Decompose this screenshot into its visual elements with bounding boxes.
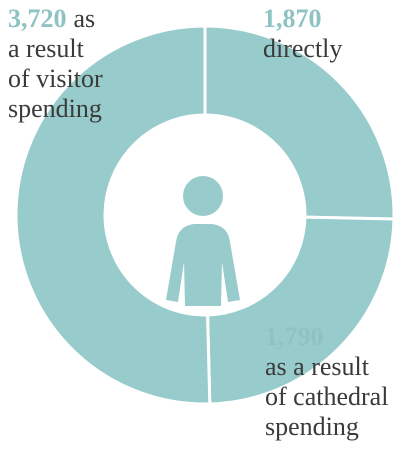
category-label: as a result of visitor spending	[8, 4, 103, 123]
person-icon	[166, 176, 240, 306]
slice	[203, 24, 396, 221]
value-label: 3,720	[8, 4, 67, 33]
label: 1,870 directly	[263, 4, 342, 64]
category-label: directly	[263, 34, 343, 63]
label: 3,720 as a result of visitor spending	[8, 4, 103, 124]
value-label: 1,870	[263, 4, 322, 33]
label: 1,790 as a result of cathedral spending	[265, 322, 388, 442]
category-label: as a result of cathedral spending	[265, 352, 389, 441]
slice	[14, 24, 212, 406]
slice	[206, 215, 396, 406]
value-label: 1,790	[265, 322, 324, 351]
